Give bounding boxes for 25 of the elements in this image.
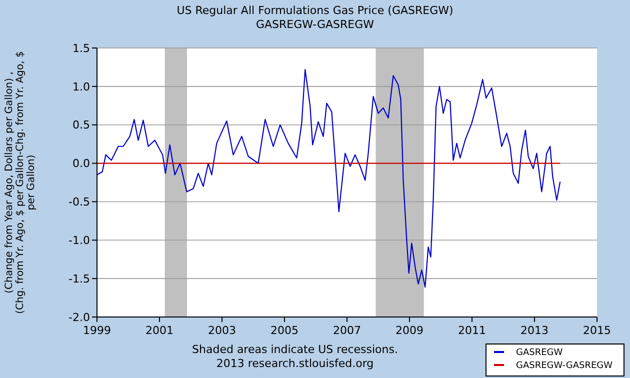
y-tick-label: 1.0: [72, 80, 90, 94]
y-axis-title: (Change from Year Ago, Dollars per Gallon) , (Chg. from Yr. Ago, $ per Gallon-Chg. from Yr. Ago, $ per Gallon): [4, 51, 37, 314]
x-tick-label: 2011: [458, 324, 486, 337]
x-tick-label: 2009: [396, 324, 424, 337]
y-tick-label: -1.0: [68, 234, 90, 247]
y-tick-label: -0.5: [68, 196, 90, 209]
text: 2013 research.stlouisfed.org: [216, 357, 374, 370]
x-tick-label: 2015: [583, 324, 611, 337]
chart-title: US Regular All Formulations Gas Price (GASREGW): [176, 4, 454, 17]
legend-label: GASREGW-GASREGW: [516, 361, 613, 372]
y-tick-label: 0.5: [72, 118, 90, 132]
x-tick-label: 2001: [146, 324, 174, 337]
chart-subtitle: GASREGW-GASREGW: [256, 18, 374, 31]
x-tick-label: 1999: [83, 324, 111, 337]
line-series: [96, 68, 561, 288]
y-tick-label: -1.5: [68, 272, 90, 286]
x-tick-label: 2005: [270, 324, 298, 337]
x-tick-label: 2007: [333, 324, 361, 337]
text: Shaded areas indicate US recessions.: [192, 343, 398, 356]
y-tick-label: 0.0: [72, 157, 90, 170]
legend-label: GASREGW: [516, 348, 563, 358]
y-tick-label: 1.5: [72, 42, 90, 55]
x-tick-label: 2013: [520, 324, 548, 337]
x-tick-label: 2003: [208, 324, 236, 337]
y-tick-label: -2.0: [68, 310, 90, 324]
